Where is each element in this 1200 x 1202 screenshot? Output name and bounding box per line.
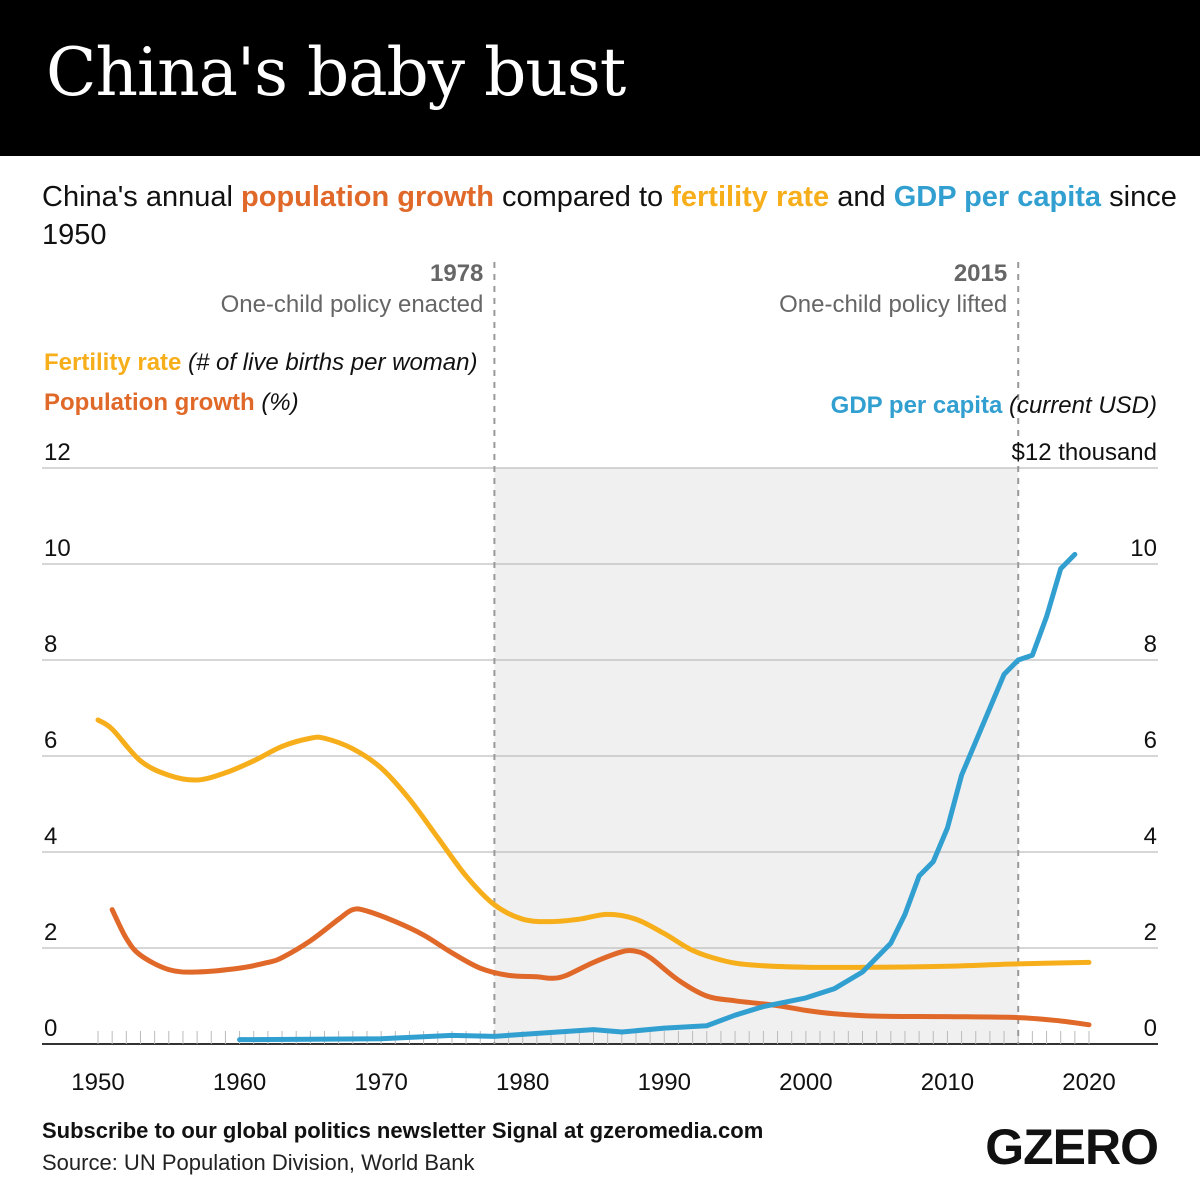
fertility-axis-label: Fertility rate (# of live births per wom… xyxy=(44,349,478,376)
left-y-tick-label: 6 xyxy=(44,727,57,754)
x-tick-label: 1990 xyxy=(638,1069,691,1096)
left-y-tick-label: 0 xyxy=(44,1015,57,1042)
annotation-text: One-child policy lifted xyxy=(779,291,1007,318)
annotation-text: One-child policy enacted xyxy=(221,291,484,318)
x-tick-label: 1980 xyxy=(496,1069,549,1096)
x-tick-label: 1960 xyxy=(213,1069,266,1096)
right-y-top-label: $12 thousand xyxy=(1012,439,1157,466)
subtitle-gdp: GDP per capita xyxy=(893,181,1102,213)
right-y-tick-label: 0 xyxy=(1144,1015,1157,1042)
subscribe-text: Subscribe to our global politics newslet… xyxy=(42,1118,764,1143)
x-tick-label: 1970 xyxy=(354,1069,407,1096)
subtitle-text: since 1950 xyxy=(42,181,1177,251)
right-y-tick-label: 2 xyxy=(1144,919,1157,946)
right-y-tick-label: 8 xyxy=(1144,631,1157,658)
subtitle-population: population growth xyxy=(241,181,494,213)
fertility-line xyxy=(95,717,1092,970)
left-y-tick-label: 10 xyxy=(44,535,71,562)
source-text: Source: UN Population Division, World Ba… xyxy=(42,1150,475,1175)
x-tick-label: 2020 xyxy=(1062,1069,1115,1096)
subtitle-text: and xyxy=(829,181,894,213)
right-y-tick-label: 4 xyxy=(1144,823,1157,850)
population-line xyxy=(109,906,1092,1028)
header-bar: China's baby bust xyxy=(0,0,1200,156)
left-y-tick-label: 2 xyxy=(44,919,57,946)
subtitle-fertility: fertility rate xyxy=(671,181,830,213)
left-y-tick-label: 8 xyxy=(44,631,57,658)
annotation-year: 1978 xyxy=(430,260,483,287)
left-y-tick-label: 12 xyxy=(44,439,71,466)
subtitle-text: compared to xyxy=(493,181,672,213)
subtitle-text: China's annual xyxy=(42,181,242,213)
population-axis-label: Population growth (%) xyxy=(44,389,299,416)
gdp-line xyxy=(237,551,1078,1043)
left-y-tick-label: 4 xyxy=(44,823,57,850)
x-tick-label: 2000 xyxy=(779,1069,832,1096)
chart-subtitle: China's annual population growth compare… xyxy=(42,178,1182,254)
gzero-logo: GZERO xyxy=(985,1119,1159,1175)
right-y-tick-label: 10 xyxy=(1130,535,1157,562)
annotation-year: 2015 xyxy=(954,260,1007,287)
x-tick-label: 1950 xyxy=(71,1069,124,1096)
gdp-axis-label: GDP per capita (current USD) xyxy=(831,392,1157,419)
x-tick-label: 2010 xyxy=(921,1069,974,1096)
right-y-tick-label: 6 xyxy=(1144,727,1157,754)
chart-title: China's baby bust xyxy=(46,34,626,111)
